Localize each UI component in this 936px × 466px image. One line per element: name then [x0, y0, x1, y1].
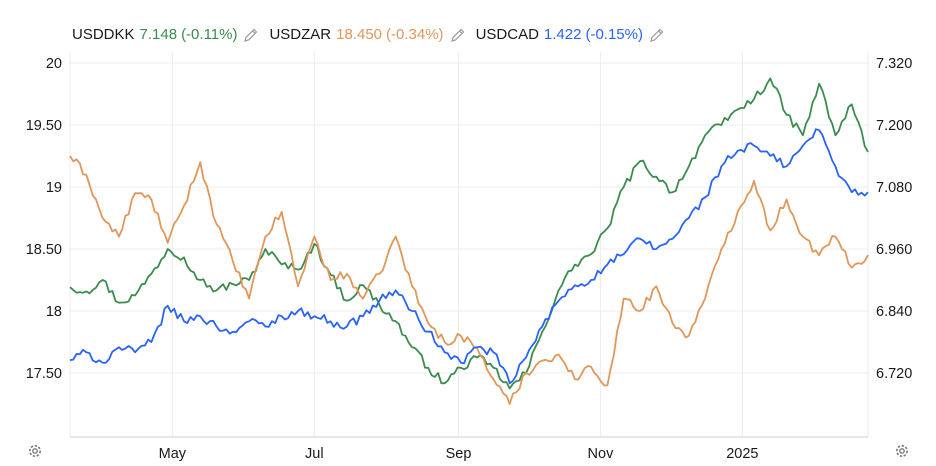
- right-tick-label: 6.720: [876, 366, 912, 382]
- series-line-usdcad: [69, 128, 869, 385]
- legend-value: 18.450: [336, 26, 383, 43]
- grid-lines: [69, 52, 869, 437]
- left-tick-label: 19: [46, 180, 62, 196]
- legend-symbol: USDDKK: [72, 26, 135, 43]
- x-tick-label: Sep: [446, 446, 472, 462]
- right-tick-label: 7.320: [876, 56, 912, 72]
- right-tick-label: 6.840: [876, 304, 912, 320]
- right-tick-label: 7.200: [876, 118, 912, 134]
- gear-icon[interactable]: [26, 442, 44, 460]
- right-tick-label: 6.960: [876, 242, 912, 258]
- right-tick-label: 7.080: [876, 180, 912, 196]
- legend-item-usdcad[interactable]: USDCAD 1.422 (-0.15%): [476, 26, 665, 43]
- legend-change: (-0.34%): [386, 26, 444, 43]
- left-tick-label: 17.50: [26, 366, 62, 382]
- legend: USDDKK 7.148 (-0.11%) USDZAR 18.450 (-0.…: [72, 26, 675, 43]
- legend-change: (-0.15%): [585, 26, 643, 43]
- left-tick-label: 18: [46, 304, 62, 320]
- legend-item-usddkk[interactable]: USDDKK 7.148 (-0.11%): [72, 26, 259, 43]
- series-line-usdzar: [69, 155, 869, 405]
- x-tick-label: Jul: [305, 446, 324, 462]
- series-layer: [69, 77, 869, 405]
- pencil-icon[interactable]: [243, 27, 259, 43]
- x-tick-label: Nov: [588, 446, 615, 462]
- series-line-usddkk: [69, 77, 869, 390]
- left-axis-labels: 17.50 18 18.50 19 19.50 20: [26, 56, 62, 382]
- legend-symbol: USDZAR: [269, 26, 332, 43]
- legend-symbol: USDCAD: [475, 26, 539, 43]
- x-axis-labels: May Jul Sep Nov 2025: [159, 446, 759, 462]
- gear-icon[interactable]: [893, 442, 911, 460]
- left-tick-label: 20: [46, 56, 62, 72]
- legend-value: 1.422: [543, 26, 582, 43]
- pencil-icon[interactable]: [649, 27, 665, 43]
- left-tick-label: 18.50: [26, 242, 62, 258]
- legend-change: (-0.11%): [181, 26, 238, 43]
- right-axis-labels: 6.720 6.840 6.960 7.080 7.200 7.320: [876, 56, 912, 382]
- x-tick-label: May: [159, 446, 187, 462]
- legend-item-usdzar[interactable]: USDZAR 18.450 (-0.34%): [269, 26, 465, 43]
- pencil-icon[interactable]: [450, 27, 466, 43]
- left-tick-label: 19.50: [26, 118, 62, 134]
- legend-value: 7.148: [139, 26, 178, 43]
- x-tick-label: 2025: [726, 446, 758, 462]
